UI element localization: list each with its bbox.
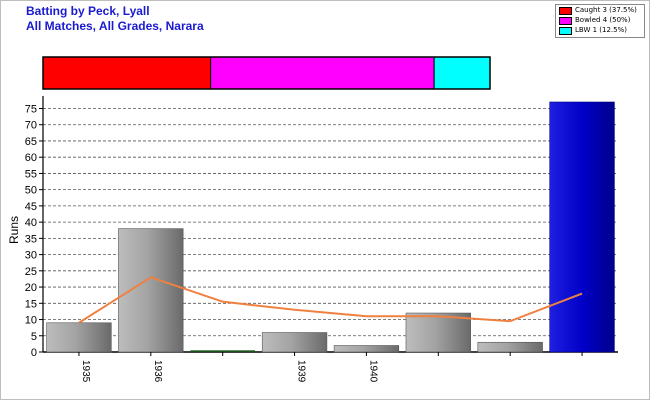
legend-swatch-lbw xyxy=(559,27,572,35)
legend-label-caught: Caught 3 (37.5%) xyxy=(575,6,637,14)
dismissal-segment-bowled xyxy=(210,56,435,90)
y-tick-label: 15 xyxy=(25,298,37,310)
chart-title: Batting by Peck, Lyall xyxy=(26,4,150,18)
dismissal-segment-caught xyxy=(42,56,212,90)
legend-swatch-bowled xyxy=(559,17,572,25)
legend: Caught 3 (37.5%) Bowled 4 (50%) LBW 1 (1… xyxy=(555,4,645,38)
trend-line xyxy=(78,276,583,324)
legend-label-lbw: LBW 1 (12.5%) xyxy=(575,26,627,34)
y-tick-label: 0 xyxy=(31,347,37,359)
legend-item-caught: Caught 3 (37.5%) xyxy=(559,6,643,15)
x-tick-label: 1935 xyxy=(80,360,91,383)
chart-subtitle: All Matches, All Grades, Narara xyxy=(26,19,204,33)
y-tick-label: 65 xyxy=(25,136,37,148)
x-tick-label: 1936 xyxy=(152,360,163,383)
y-tick-label: 70 xyxy=(25,120,37,132)
y-tick-label: 60 xyxy=(25,152,37,164)
runs-bar xyxy=(118,228,184,353)
runs-bar xyxy=(405,312,471,353)
legend-label-bowled: Bowled 4 (50%) xyxy=(575,16,631,24)
y-tick-label: 10 xyxy=(25,315,37,327)
dismissal-segment-lbw xyxy=(433,56,491,90)
y-tick-label: 45 xyxy=(25,201,37,213)
runs-bar xyxy=(333,345,400,353)
runs-bar xyxy=(46,322,112,353)
legend-item-lbw: LBW 1 (12.5%) xyxy=(559,26,643,35)
dismissal-bar-outline xyxy=(42,56,491,90)
y-tick-label: 30 xyxy=(25,250,37,262)
legend-item-bowled: Bowled 4 (50%) xyxy=(559,16,643,25)
y-tick-label: 75 xyxy=(25,103,37,115)
y-tick-label: 20 xyxy=(25,282,37,294)
y-axis-label: Runs xyxy=(7,216,21,244)
y-tick-label: 35 xyxy=(25,233,37,245)
x-tick-label: 1940 xyxy=(367,360,378,383)
runs-bar xyxy=(261,332,328,353)
y-tick-label: 55 xyxy=(25,168,37,180)
y-tick-label: 5 xyxy=(31,331,37,343)
y-tick-label: 40 xyxy=(25,217,37,229)
runs-bar xyxy=(549,101,615,353)
y-tick-label: 50 xyxy=(25,185,37,197)
runs-bar xyxy=(477,341,543,353)
x-tick-label: 1939 xyxy=(296,360,307,383)
y-tick-label: 25 xyxy=(25,266,37,278)
legend-swatch-caught xyxy=(559,7,572,15)
